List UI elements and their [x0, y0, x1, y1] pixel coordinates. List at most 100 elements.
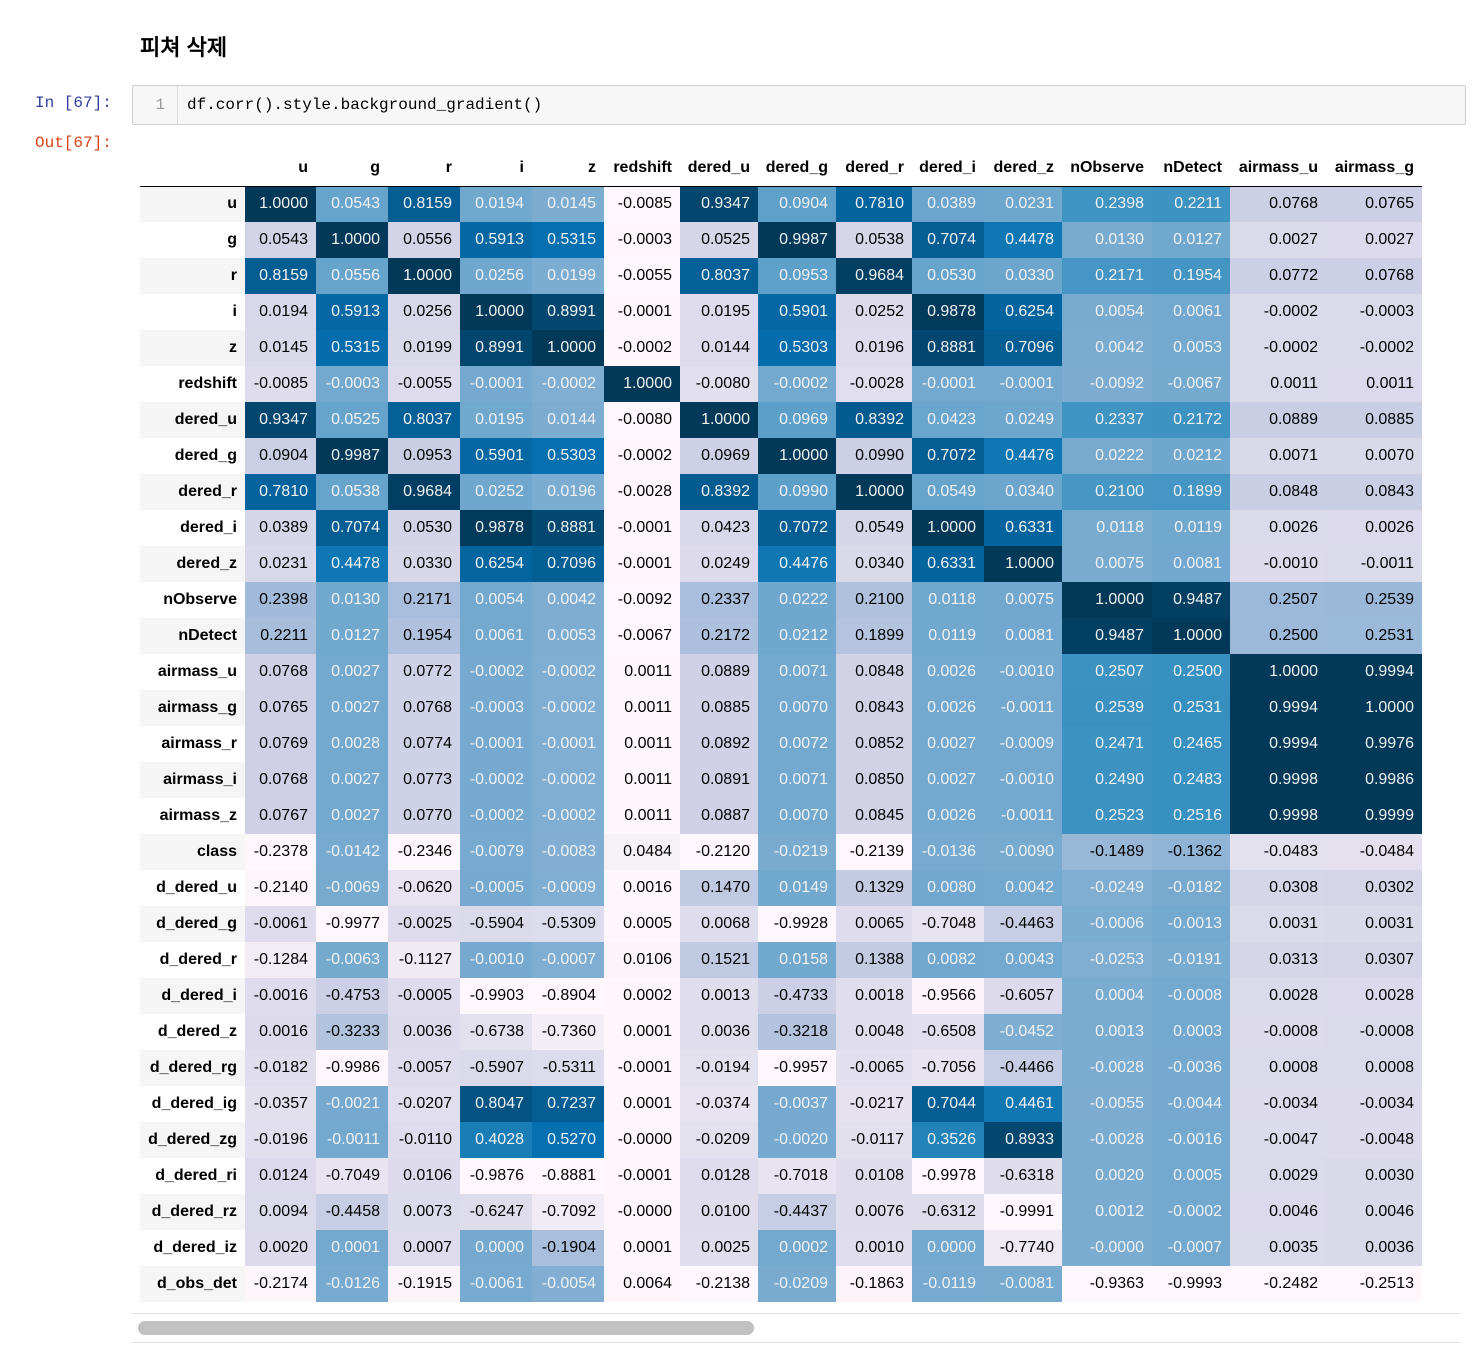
- corr-cell: -0.5907: [460, 1050, 532, 1086]
- corr-cell: -0.4466: [984, 1050, 1062, 1086]
- corr-cell: 0.0990: [758, 474, 836, 510]
- corr-cell: 0.2211: [245, 618, 316, 654]
- row-header: airmass_r: [161, 735, 237, 752]
- corr-cell: 0.0061: [1152, 294, 1230, 330]
- corr-cell: 0.0016: [604, 870, 680, 906]
- table-row: u 1.0000 0.0543 0.8159 0.0194 0.0145 -0.0085 0.…: [140, 186, 1422, 222]
- corr-cell: -0.0054: [532, 1266, 604, 1302]
- corr-cell: 0.0011: [1326, 366, 1422, 402]
- corr-cell: -0.0065: [836, 1050, 912, 1086]
- corr-cell: -0.0008: [1230, 1014, 1326, 1050]
- corr-cell: 0.0130: [316, 582, 388, 618]
- corr-cell: 0.0530: [388, 510, 460, 546]
- table-row: airmass_r 0.0769 0.0028 0.0774 -0.0001 -0.000…: [140, 726, 1422, 762]
- corr-cell: 0.1388: [836, 942, 912, 978]
- corr-cell: -0.0003: [316, 366, 388, 402]
- corr-cell: 0.0158: [758, 942, 836, 978]
- corr-cell: -0.1915: [388, 1266, 460, 1302]
- corr-cell: 0.2100: [836, 582, 912, 618]
- corr-cell: 0.0252: [836, 294, 912, 330]
- corr-cell: 0.7072: [912, 438, 984, 474]
- corr-cell: 0.0027: [912, 726, 984, 762]
- scrollbar-thumb[interactable]: [138, 1321, 754, 1335]
- corr-cell: -0.0067: [1152, 366, 1230, 402]
- corr-cell: 0.7072: [758, 510, 836, 546]
- corr-cell: 0.2516: [1152, 798, 1230, 834]
- corr-cell: -0.0011: [984, 798, 1062, 834]
- corr-cell: 0.1899: [1152, 474, 1230, 510]
- corr-cell: 0.0031: [1230, 906, 1326, 942]
- corr-cell: 0.0000: [912, 1230, 984, 1266]
- corr-cell: -0.0484: [1326, 834, 1422, 870]
- corr-cell: 0.9878: [460, 510, 532, 546]
- column-header: r: [388, 150, 460, 187]
- corr-cell: 1.0000: [984, 546, 1062, 582]
- corr-cell: 0.0953: [388, 438, 460, 474]
- corr-cell: -0.0010: [984, 654, 1062, 690]
- corr-cell: 0.5901: [758, 294, 836, 330]
- corr-cell: 0.0124: [245, 1158, 316, 1194]
- corr-cell: -0.0001: [532, 726, 604, 762]
- corr-cell: -0.0044: [1152, 1086, 1230, 1122]
- horizontal-scrollbar[interactable]: [132, 1313, 1460, 1343]
- corr-cell: 1.0000: [245, 186, 316, 222]
- corr-cell: 0.0036: [680, 1014, 758, 1050]
- corr-cell: 0.8159: [388, 186, 460, 222]
- corr-cell: -0.7092: [532, 1194, 604, 1230]
- corr-cell: -0.0001: [460, 366, 532, 402]
- row-header: dered_r: [140, 474, 245, 510]
- corr-cell: 0.0026: [912, 798, 984, 834]
- corr-cell: 0.0100: [680, 1194, 758, 1230]
- corr-cell: -0.0002: [460, 654, 532, 690]
- corr-cell: -0.7049: [316, 1158, 388, 1194]
- corr-cell: 0.0199: [532, 258, 604, 294]
- corr-cell: 0.4478: [984, 222, 1062, 258]
- corr-cell: 0.0889: [680, 654, 758, 690]
- corr-cell: 0.0025: [680, 1230, 758, 1266]
- corr-cell: 0.0549: [836, 510, 912, 546]
- table-row: airmass_g 0.0765 0.0027 0.0768 -0.0003 -0.000…: [140, 690, 1422, 726]
- corr-cell: 0.0768: [388, 690, 460, 726]
- table-row: dered_u 0.9347 0.0525 0.8037 0.0195 0.0144 -0.…: [140, 402, 1422, 438]
- corr-cell: -0.1362: [1152, 834, 1230, 870]
- corr-cell: 0.7096: [984, 330, 1062, 366]
- corr-cell: -0.0021: [316, 1086, 388, 1122]
- corr-cell: -0.0085: [604, 186, 680, 222]
- corr-cell: 0.0765: [245, 690, 316, 726]
- corr-cell: -0.2174: [245, 1266, 316, 1302]
- corr-cell: 0.0904: [245, 438, 316, 474]
- corr-cell: 0.0543: [316, 186, 388, 222]
- corr-cell: -0.0008: [1152, 978, 1230, 1014]
- corr-cell: 0.0145: [245, 330, 316, 366]
- corr-cell: -0.0020: [758, 1122, 836, 1158]
- corr-cell: -0.0069: [316, 870, 388, 906]
- corr-cell: -0.4458: [316, 1194, 388, 1230]
- corr-cell: 0.0053: [1152, 330, 1230, 366]
- corr-cell: 0.0061: [460, 618, 532, 654]
- code-cell[interactable]: 1 df.corr().style.background_gradient(): [132, 85, 1466, 125]
- corr-cell: 0.0768: [1230, 186, 1326, 222]
- corr-cell: 0.5315: [316, 330, 388, 366]
- corr-cell: 0.8037: [388, 402, 460, 438]
- corr-cell: -0.3218: [758, 1014, 836, 1050]
- corr-cell: 0.0065: [836, 906, 912, 942]
- corr-cell: 0.0852: [836, 726, 912, 762]
- corr-cell: 0.2523: [1062, 798, 1152, 834]
- corr-cell: -0.0002: [532, 366, 604, 402]
- corr-cell: 0.8933: [984, 1122, 1062, 1158]
- corr-cell: -0.0136: [912, 834, 984, 870]
- corr-cell: 0.0773: [388, 762, 460, 798]
- corr-cell: -0.2120: [680, 834, 758, 870]
- corr-cell: 0.0145: [532, 186, 604, 222]
- corr-cell: 0.0028: [1230, 978, 1326, 1014]
- corr-cell: -0.0067: [604, 618, 680, 654]
- corr-cell: 0.1954: [1152, 258, 1230, 294]
- corr-cell: 0.5303: [758, 330, 836, 366]
- corr-cell: 0.2531: [1326, 618, 1422, 654]
- corr-cell: -0.0001: [912, 366, 984, 402]
- row-header: d_dered_rg: [140, 1050, 245, 1086]
- corr-cell: 1.0000: [388, 258, 460, 294]
- column-header: dered_u: [680, 150, 758, 187]
- corr-cell: -0.2140: [245, 870, 316, 906]
- corr-cell: -0.9991: [984, 1194, 1062, 1230]
